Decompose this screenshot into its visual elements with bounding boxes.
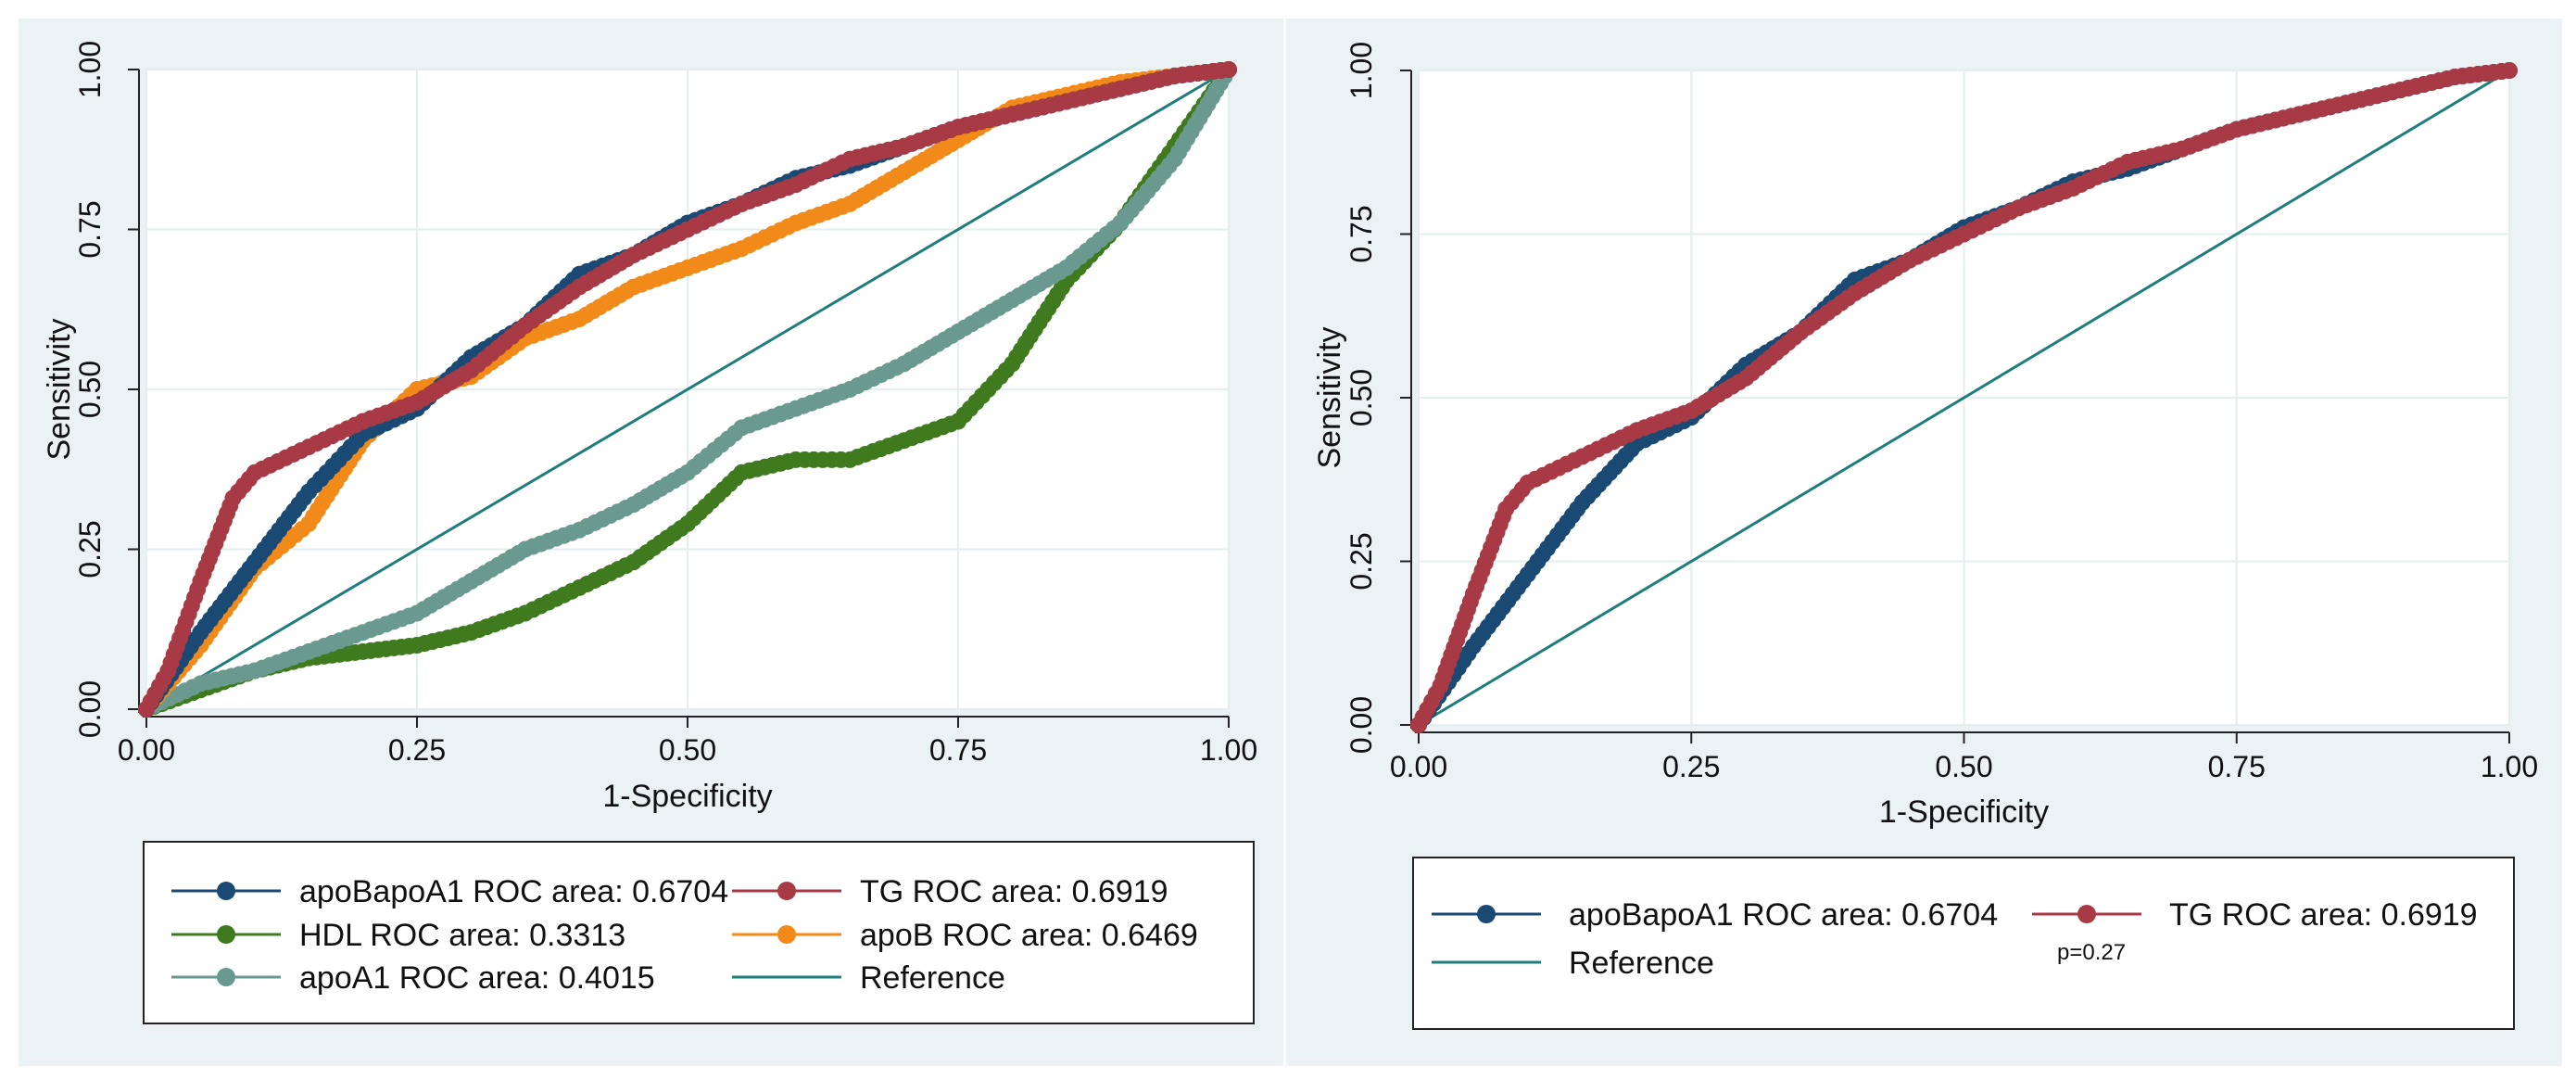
x-axis-title: 1-Specificity bbox=[1879, 794, 2049, 830]
x-tick-label: 0.50 bbox=[659, 733, 716, 767]
y-tick-label: 0.00 bbox=[73, 680, 107, 738]
legend-swatch-marker bbox=[2077, 905, 2096, 923]
y-tick-label: 0.25 bbox=[1345, 532, 1378, 590]
legend-box bbox=[1412, 857, 2515, 1030]
x-tick-label: 0.75 bbox=[2208, 750, 2266, 783]
legend-swatch-marker bbox=[217, 925, 235, 944]
legend-label-apoB: apoB ROC area: 0.6469 bbox=[860, 918, 1198, 953]
series-apoA1 bbox=[138, 61, 1237, 718]
legend-swatch-marker bbox=[777, 882, 796, 900]
left-roc-chart: 0.00 0.00 0.25 0.25 0.50 0.50 0.75 0.75 1.00 1.00… bbox=[42, 41, 1257, 1024]
x-tick-label: 0.75 bbox=[929, 733, 987, 767]
legend: apoBapoA1 ROC area: 0.6704 TG ROC area: 0… bbox=[143, 841, 1255, 1024]
legend-swatch-marker bbox=[1477, 905, 1496, 923]
y-tick-label: 0.50 bbox=[73, 361, 107, 418]
y-tick-label: 0.50 bbox=[1345, 369, 1378, 426]
x-tick-label: 0.50 bbox=[1935, 750, 1992, 783]
legend-label-apoBapoA1: apoBapoA1 ROC area: 0.6704 bbox=[299, 874, 728, 909]
right-roc-chart: 0.00 0.00 0.25 0.25 0.50 0.50 0.75 0.75 1.00 1.00… bbox=[1312, 42, 2538, 1030]
x-tick-label: 0.00 bbox=[118, 733, 175, 767]
series-TG bbox=[138, 61, 1237, 718]
x-tick-label: 1.00 bbox=[2481, 750, 2538, 783]
x-tick-label: 0.25 bbox=[1662, 750, 1720, 783]
legend-box bbox=[143, 841, 1255, 1024]
legend-swatch-marker bbox=[217, 968, 235, 986]
legend-label-apoA1: apoA1 ROC area: 0.4015 bbox=[299, 960, 655, 996]
y-axis-title: Sensitivity bbox=[1312, 326, 1347, 468]
series-line-reference bbox=[1418, 69, 2510, 727]
legend-label-TG: TG ROC area: 0.6919 bbox=[2169, 897, 2478, 933]
legend-label-apoBapoA1: apoBapoA1 ROC area: 0.6704 bbox=[1569, 897, 1998, 933]
data-point-TG bbox=[2501, 62, 2518, 79]
series-reference bbox=[145, 68, 1230, 711]
y-tick-label: 1.00 bbox=[1345, 42, 1378, 99]
legend-label-reference: Reference bbox=[860, 960, 1005, 996]
left-chart-panel: 0.00 0.00 0.25 0.25 0.50 0.50 0.75 0.75 1.00 1.00… bbox=[19, 19, 1283, 1066]
right-chart-panel: 0.00 0.00 0.25 0.25 0.50 0.50 0.75 0.75 1.00 1.00… bbox=[1286, 19, 2562, 1066]
data-point-TG bbox=[1220, 61, 1237, 78]
x-tick-label: 0.25 bbox=[388, 733, 446, 767]
series-TG bbox=[1410, 62, 2518, 733]
series-line-reference bbox=[145, 68, 1230, 711]
y-axis-title: Sensitivity bbox=[42, 318, 77, 460]
x-tick-label: 0.00 bbox=[1390, 750, 1447, 783]
series-reference bbox=[1418, 69, 2510, 727]
legend-label-HDL: HDL ROC area: 0.3313 bbox=[299, 918, 625, 953]
y-tick-label: 0.25 bbox=[73, 520, 107, 578]
legend: apoBapoA1 ROC area: 0.6704 TG ROC area: 0… bbox=[1412, 857, 2515, 1030]
x-axis-title: 1-Specificity bbox=[602, 779, 772, 814]
p-value-annotation: p=0.27 bbox=[2057, 940, 2126, 965]
legend-swatch-marker bbox=[217, 882, 235, 900]
y-tick-label: 0.75 bbox=[73, 200, 107, 258]
y-tick-label: 1.00 bbox=[73, 41, 107, 98]
y-tick-label: 0.75 bbox=[1345, 205, 1378, 262]
y-tick-label: 0.00 bbox=[1345, 696, 1378, 754]
x-tick-label: 1.00 bbox=[1200, 733, 1257, 767]
legend-label-TG: TG ROC area: 0.6919 bbox=[860, 874, 1168, 909]
legend-swatch-marker bbox=[777, 925, 796, 944]
legend-label-reference: Reference bbox=[1569, 946, 1714, 981]
